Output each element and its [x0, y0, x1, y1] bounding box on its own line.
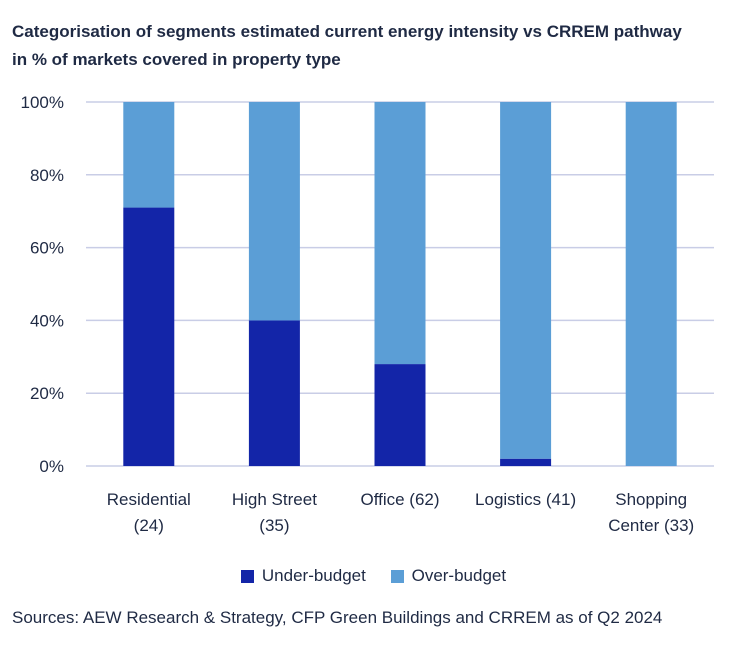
x-tick-label: Shopping — [615, 490, 687, 509]
legend-label-over-budget: Over-budget — [411, 566, 507, 585]
legend-swatch-over-budget — [390, 569, 404, 583]
legend-item-over-budget: Over-budget — [390, 566, 507, 586]
x-tick-label: (35) — [259, 516, 289, 535]
bar-under-budget — [374, 364, 426, 466]
source-note: Sources: AEW Research & Strategy, CFP Gr… — [12, 608, 663, 627]
bar-under-budget — [248, 320, 300, 466]
x-tick-label: Residential — [107, 490, 191, 509]
legend-item-under-budget: Under-budget — [240, 566, 366, 586]
legend-label-under-budget: Under-budget — [261, 566, 366, 585]
bar-under-budget — [123, 207, 175, 466]
chart-title-line-1: Categorisation of segments estimated cur… — [12, 22, 682, 41]
bar-over-budget — [248, 102, 300, 321]
y-tick-label: 60% — [30, 239, 64, 258]
x-tick-label: Office (62) — [360, 490, 439, 509]
bar-over-budget — [374, 102, 426, 365]
bar-under-budget — [500, 458, 552, 466]
legend-swatch-under-budget — [240, 569, 254, 583]
y-tick-label: 20% — [30, 384, 64, 403]
bar-over-budget — [123, 102, 175, 208]
bar-over-budget — [625, 102, 677, 466]
y-tick-label: 80% — [30, 166, 64, 185]
x-tick-label: Center (33) — [608, 516, 694, 535]
y-tick-label: 0% — [39, 457, 64, 476]
y-tick-label: 100% — [21, 93, 64, 112]
x-tick-label: High Street — [232, 490, 317, 509]
y-tick-label: 40% — [30, 311, 64, 330]
x-tick-label: (24) — [134, 516, 164, 535]
bar-over-budget — [500, 102, 552, 459]
legend: Under-budget Over-budget — [0, 566, 747, 588]
x-tick-label: Logistics (41) — [475, 490, 576, 509]
chart-title: Categorisation of segments estimated cur… — [12, 18, 732, 74]
chart-title-line-2: in % of markets covered in property type — [12, 50, 341, 69]
